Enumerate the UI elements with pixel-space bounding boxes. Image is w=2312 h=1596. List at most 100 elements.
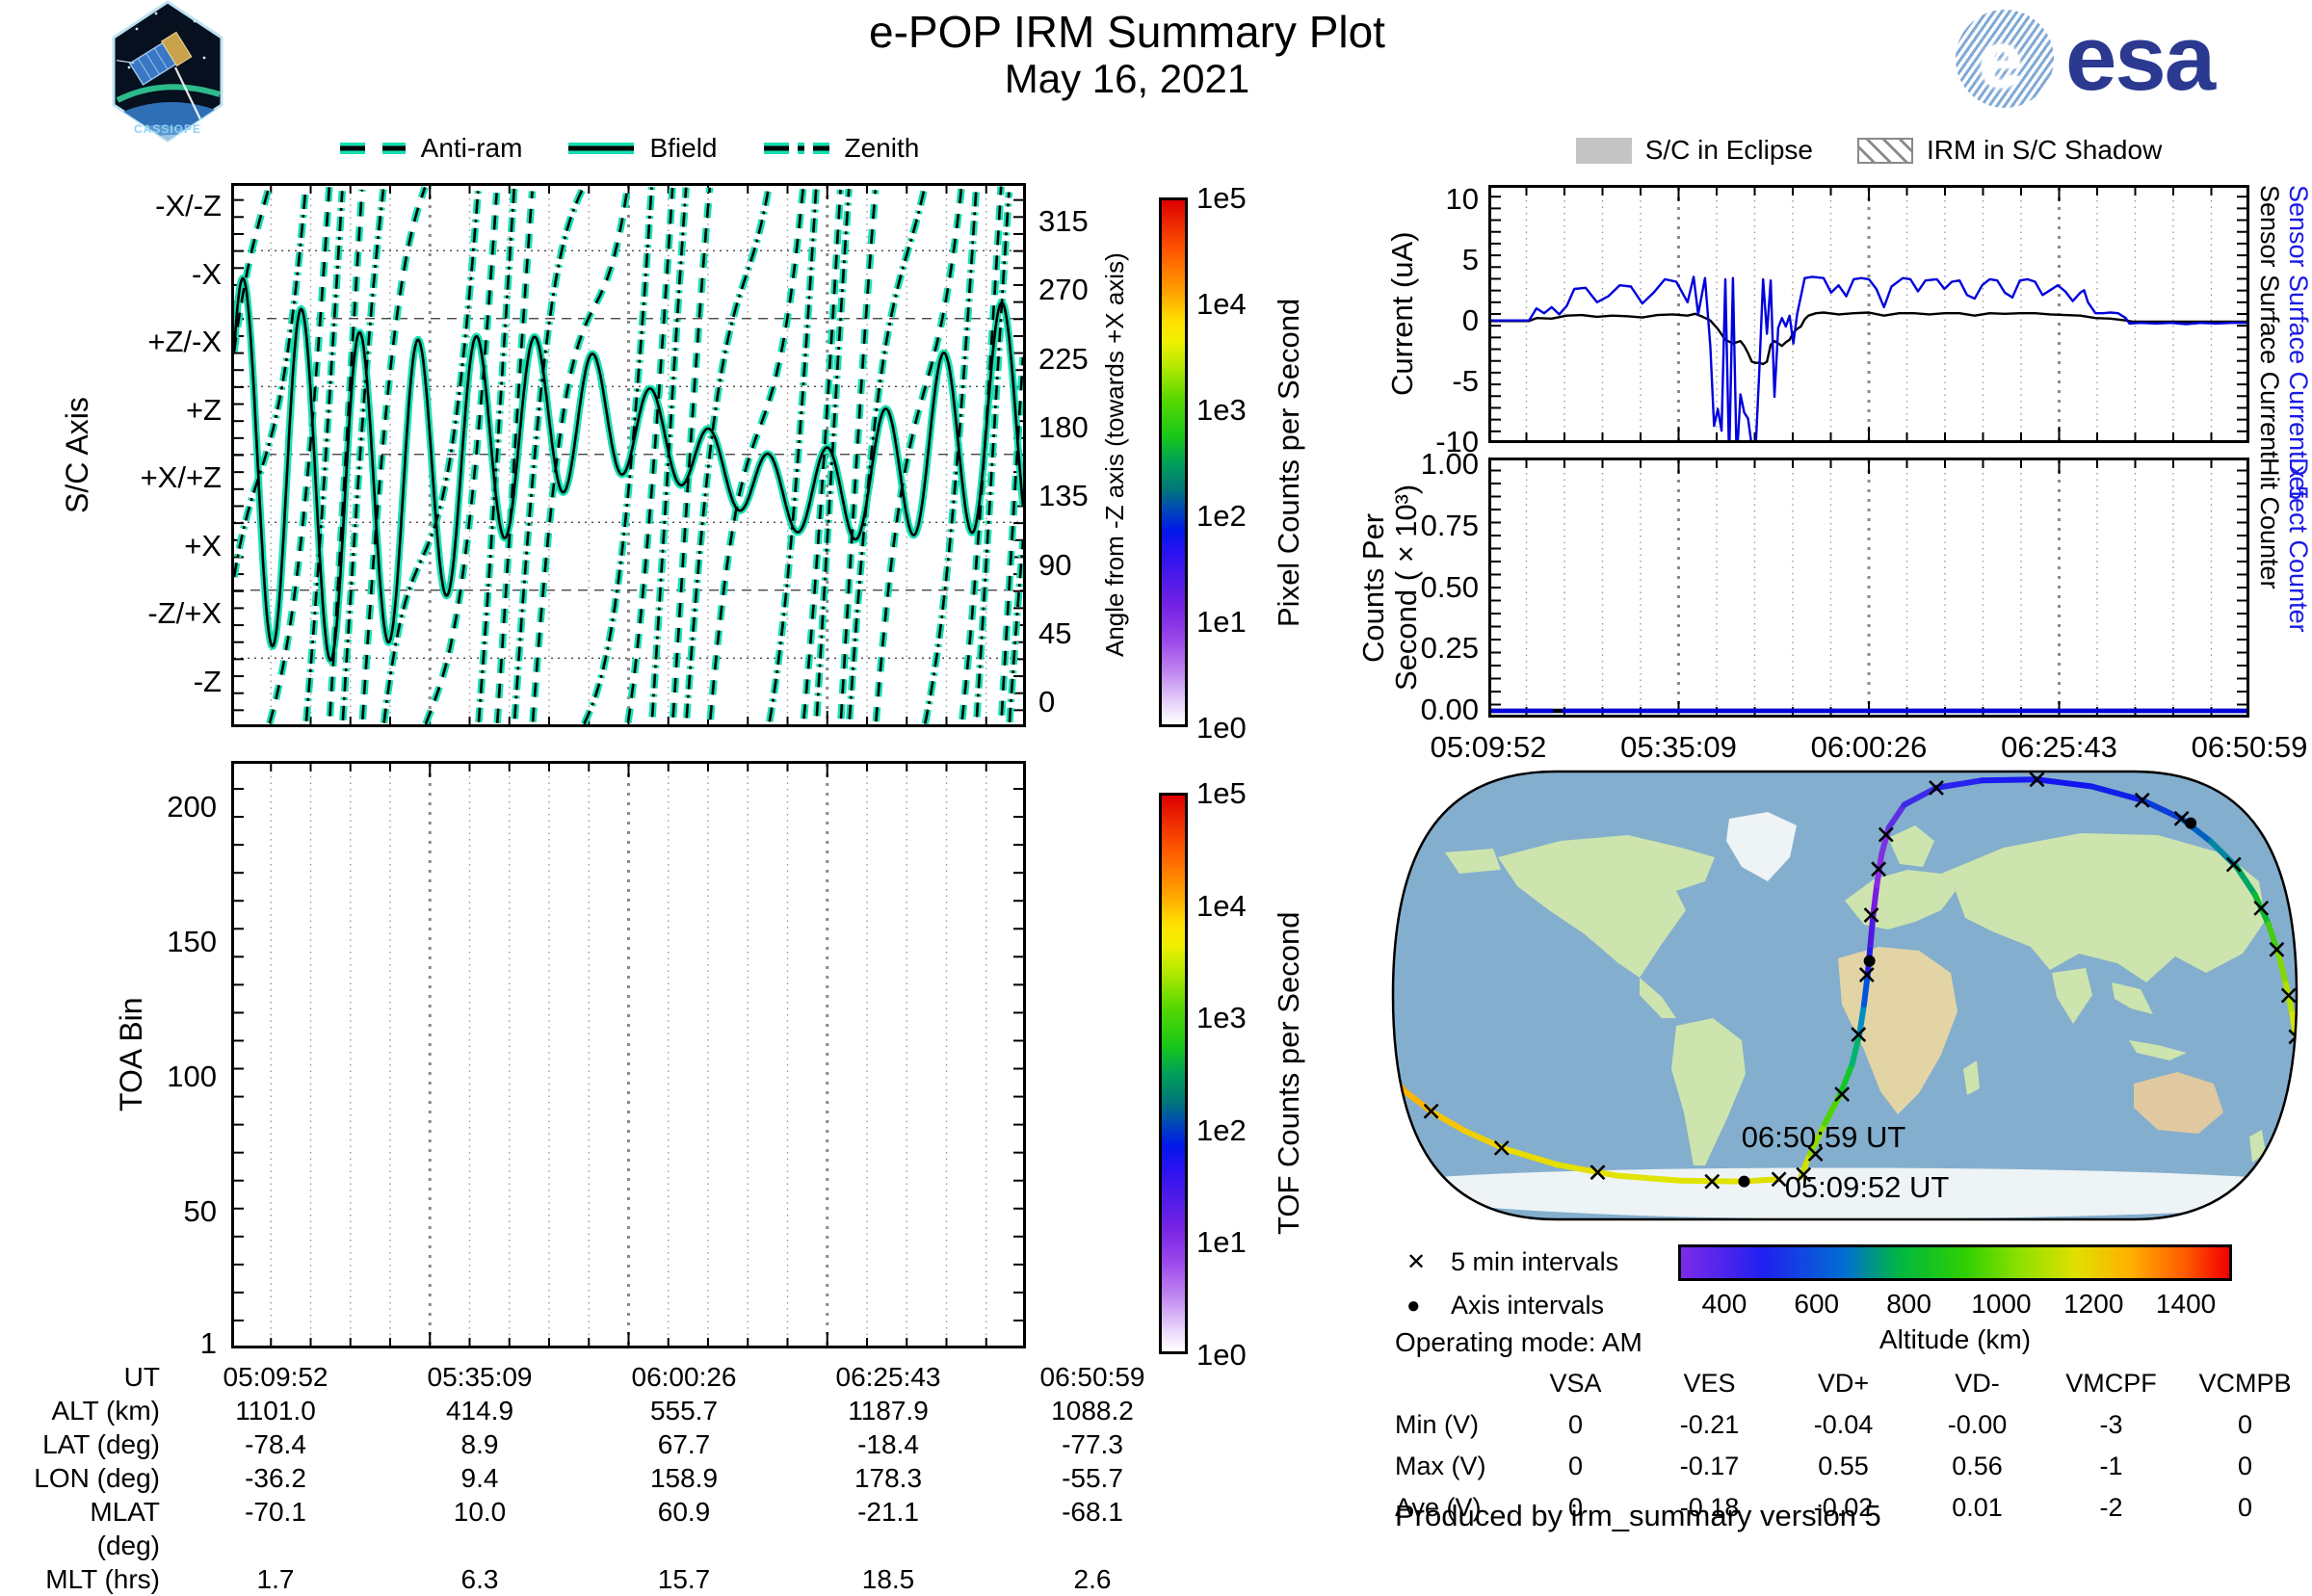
voltage-col-header: VD- xyxy=(1955,1369,2000,1398)
tof-colorbar-tick-label: 1e3 xyxy=(1196,1001,1247,1035)
page: { "header": { "title": "e-POP IRM Summar… xyxy=(34,0,2312,1594)
ephemeris-cell: 8.9 xyxy=(460,1429,499,1459)
voltage-cell: 0 xyxy=(1567,1410,1584,1439)
ephemeris-row-label: ALT (km) xyxy=(51,1396,160,1426)
ephemeris-cell: 555.7 xyxy=(649,1396,719,1426)
ephemeris-cell: 414.9 xyxy=(445,1396,514,1426)
ephemeris-cell: 60.9 xyxy=(657,1497,711,1527)
tof-counts-colorbar-title: TOF Counts per Second xyxy=(1272,911,1305,1236)
voltage-row-label: Max (V) xyxy=(1395,1452,1486,1480)
sc-axis-right-tick-label: 90 xyxy=(1038,547,1072,582)
ephemeris-row-label: UT xyxy=(123,1362,160,1392)
shadow-hatch-swatch-icon xyxy=(1856,137,1913,164)
ephemeris-cell: -18.4 xyxy=(857,1429,919,1459)
current-plot[interactable] xyxy=(1488,185,2249,443)
voltage-cell: -0.04 xyxy=(1813,1410,1874,1439)
sc-axis-legend-item[interactable]: Zenith xyxy=(762,133,919,164)
voltage-cell: -3 xyxy=(2099,1410,2123,1439)
counts-ytick-label: 0.75 xyxy=(1420,508,1479,542)
ephemeris-row-label: MLT (hrs) xyxy=(45,1564,160,1594)
tof-colorbar-tick-label: 1e4 xyxy=(1196,888,1247,923)
toa-ytick-label: 200 xyxy=(167,790,217,824)
dot-marker-icon: ● xyxy=(1406,1292,1421,1319)
legend-label: Bfield xyxy=(649,133,718,163)
legend-line-sample-icon xyxy=(339,143,406,154)
pixel-colorbar-tick-label: 1e4 xyxy=(1196,287,1247,321)
counts-ytick-label: 0.50 xyxy=(1420,569,1479,604)
current-right-label-blue: Sensor Surface Current x 5 xyxy=(2284,185,2312,501)
ephemeris-row-label: LON (deg) xyxy=(34,1463,160,1493)
sc-axis-right-tick-label: 135 xyxy=(1038,479,1089,513)
voltage-table: VSA VES VD+ VD- VMCPF VCMPB Min (V) 0 -0.21 -0.04… xyxy=(1395,1363,2312,1529)
map-marker-legend-row: ✕ 5 min intervals xyxy=(1406,1247,1618,1277)
time-axis-tick-label: 05:35:09 xyxy=(1620,730,1737,764)
current-ytick-label: -5 xyxy=(1452,363,1479,398)
legend-label: IRM in S/C Shadow xyxy=(1926,135,2163,165)
voltage-col-header: VMCPF xyxy=(2065,1369,2157,1398)
pixel-colorbar-tick-label: 1e1 xyxy=(1196,605,1247,639)
counts-ytick-label: 1.00 xyxy=(1420,447,1479,481)
sc-axis-right-tick-label: 315 xyxy=(1038,204,1089,238)
sc-axis-legend-item[interactable]: Bfield xyxy=(566,133,718,164)
sc-axis-right-tick-label: 270 xyxy=(1038,273,1089,307)
map-marker-legend: ✕ 5 min intervals ● Axis intervals xyxy=(1406,1247,1618,1321)
produced-by: Produced by irm_summary version 5 xyxy=(1395,1499,1881,1532)
pixel-counts-colorbar-title: Pixel Counts per Second xyxy=(1272,298,1305,627)
voltage-row-label: Min (V) xyxy=(1395,1410,1479,1439)
voltage-cell: 0 xyxy=(2237,1452,2253,1480)
toa-ylabel: TOA Bin xyxy=(114,997,148,1112)
voltage-cell: -0.17 xyxy=(1679,1452,1740,1480)
map-time-label: 05:09:52 UT xyxy=(1784,1170,1950,1204)
counts-ytick-label: 0.25 xyxy=(1420,631,1479,666)
altitude-tick-label: 1000 xyxy=(1971,1289,2032,1319)
sc-axis-ytick-label: +Z xyxy=(185,392,222,427)
ephemeris-cell: 05:09:52 xyxy=(223,1362,328,1392)
ephemeris-cell: -77.3 xyxy=(1062,1429,1123,1459)
legend-line-sample-icon xyxy=(763,143,829,154)
altitude-tick-label: 400 xyxy=(1701,1289,1747,1319)
altitude-colorbar-label: Altitude (km) xyxy=(1878,1324,2032,1354)
altitude-tick-label: 600 xyxy=(1794,1289,1840,1319)
time-axis-tick-label: 06:25:43 xyxy=(2001,730,2117,764)
x-marker-icon: ✕ xyxy=(1406,1249,1427,1275)
sc-axis-right-tick-label: 225 xyxy=(1038,341,1089,376)
ephemeris-cell: 2.6 xyxy=(1073,1564,1112,1594)
voltage-col-header: VD+ xyxy=(1817,1369,1870,1398)
ephemeris-cell: 1101.0 xyxy=(235,1396,316,1426)
map-marker-legend-label: Axis intervals xyxy=(1451,1291,1605,1320)
toa-bin-plot[interactable] xyxy=(231,761,1026,1348)
sc-axis-legend-item[interactable]: Anti-ram xyxy=(338,133,523,164)
esa-logo: e esa xyxy=(1956,6,2216,112)
sc-axis-plot[interactable] xyxy=(231,183,1026,727)
ephemeris-cell: 18.5 xyxy=(861,1564,915,1594)
toa-ytick-label: 100 xyxy=(167,1060,217,1093)
counts-plot[interactable] xyxy=(1488,458,2249,718)
page-date: May 16, 2021 xyxy=(1004,56,1250,101)
pixel-colorbar-tick-label: 1e0 xyxy=(1196,711,1247,745)
counts-ylabel-line1: Counts Per xyxy=(1356,512,1390,663)
voltage-cell: -1 xyxy=(2099,1452,2123,1480)
voltage-col-header: VCMPB xyxy=(2198,1369,2292,1398)
ephemeris-cell: 10.0 xyxy=(453,1497,507,1527)
ephemeris-cell: -55.7 xyxy=(1062,1463,1123,1493)
toa-ytick-label: 1 xyxy=(199,1326,217,1360)
voltage-table-corner xyxy=(1395,1363,1509,1404)
voltage-row-label: Ave (V) xyxy=(1395,1493,1482,1522)
world-map-orbit-track[interactable] xyxy=(1387,766,2302,1225)
legend-line-sample-icon xyxy=(568,143,635,154)
sc-axis-legend: Anti-ram Bfield Zenith xyxy=(231,133,1026,164)
cassiope-mission-patch: CASSIOPE xyxy=(112,0,223,143)
eclipse-legend-item[interactable]: S/C in Eclipse xyxy=(1575,135,1813,166)
sc-axis-ytick-label: +Z/-X xyxy=(147,325,222,358)
legend-label: Anti-ram xyxy=(420,133,523,163)
ephemeris-cell: -70.1 xyxy=(245,1497,306,1527)
ephemeris-cell: -36.2 xyxy=(245,1463,306,1493)
sc-axis-ytick-label: +X xyxy=(184,528,222,563)
toa-ytick-label: 150 xyxy=(167,925,217,958)
tof-colorbar-tick-label: 1e2 xyxy=(1196,1112,1247,1147)
eclipse-legend-item[interactable]: IRM in S/C Shadow xyxy=(1856,135,2163,166)
sc-axis-ytick-label: -X/-Z xyxy=(155,189,222,222)
voltage-cell: 0.55 xyxy=(1818,1452,1869,1480)
pixel-colorbar-tick-label: 1e2 xyxy=(1196,499,1247,533)
sc-axis-ytick-label: -Z xyxy=(193,664,222,698)
